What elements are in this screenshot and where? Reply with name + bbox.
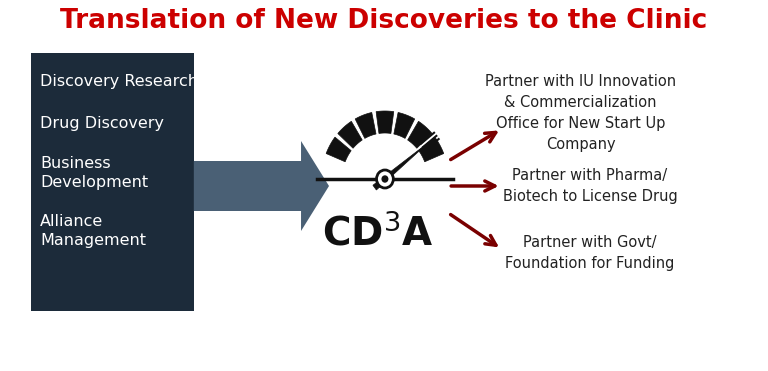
Polygon shape: [355, 112, 376, 138]
Text: Alliance
Management: Alliance Management: [40, 214, 146, 248]
Polygon shape: [338, 121, 362, 148]
Polygon shape: [408, 121, 432, 148]
FancyBboxPatch shape: [31, 53, 194, 311]
Polygon shape: [376, 111, 394, 134]
Polygon shape: [194, 141, 329, 231]
Polygon shape: [419, 137, 444, 162]
Circle shape: [376, 170, 393, 188]
Text: Drug Discovery: Drug Discovery: [40, 115, 164, 131]
Text: Partner with Govt/
Foundation for Funding: Partner with Govt/ Foundation for Fundin…: [505, 235, 675, 271]
Text: CD$^3$A: CD$^3$A: [322, 214, 433, 254]
Circle shape: [382, 176, 388, 182]
Polygon shape: [326, 137, 351, 162]
Text: Business
Development: Business Development: [40, 156, 148, 190]
Polygon shape: [394, 112, 415, 138]
Text: Translation of New Discoveries to the Clinic: Translation of New Discoveries to the Cl…: [61, 8, 707, 34]
Text: Partner with IU Innovation
& Commercialization
Office for New Start Up
Company: Partner with IU Innovation & Commerciali…: [485, 74, 677, 152]
Text: Partner with Pharma/
Biotech to License Drug: Partner with Pharma/ Biotech to License …: [502, 168, 677, 204]
Polygon shape: [373, 142, 429, 190]
Text: Discovery Research: Discovery Research: [40, 73, 198, 89]
